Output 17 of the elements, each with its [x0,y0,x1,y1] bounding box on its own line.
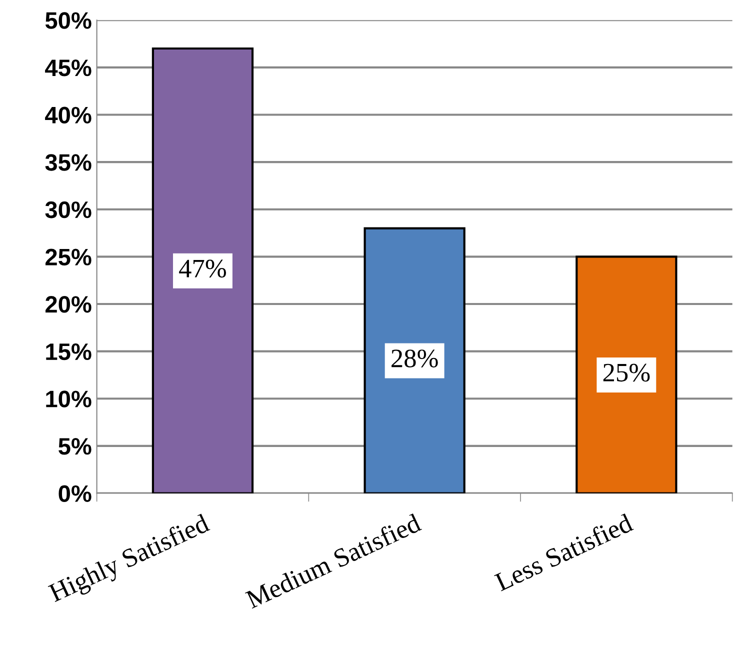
y-tick-label: 15% [46,343,92,360]
bar [576,256,678,494]
y-tick-label: 0% [58,485,92,502]
y-tick-label: 20% [46,296,92,313]
y-tick-label: 50% [45,12,92,29]
y-tick-label: 5% [58,438,92,455]
bar [152,47,254,494]
y-tick-label: 35% [45,154,92,171]
y-tick-label: 10% [46,390,92,408]
bar [364,227,466,494]
data-label: 28% [392,350,438,368]
y-tick-label: 25% [46,248,92,266]
data-label: 47% [179,260,226,278]
y-tick-label: 45% [45,60,92,76]
y-tick-label: 40% [45,106,92,124]
data-label: 25% [603,364,650,382]
y-tick-label: 30% [45,201,92,218]
